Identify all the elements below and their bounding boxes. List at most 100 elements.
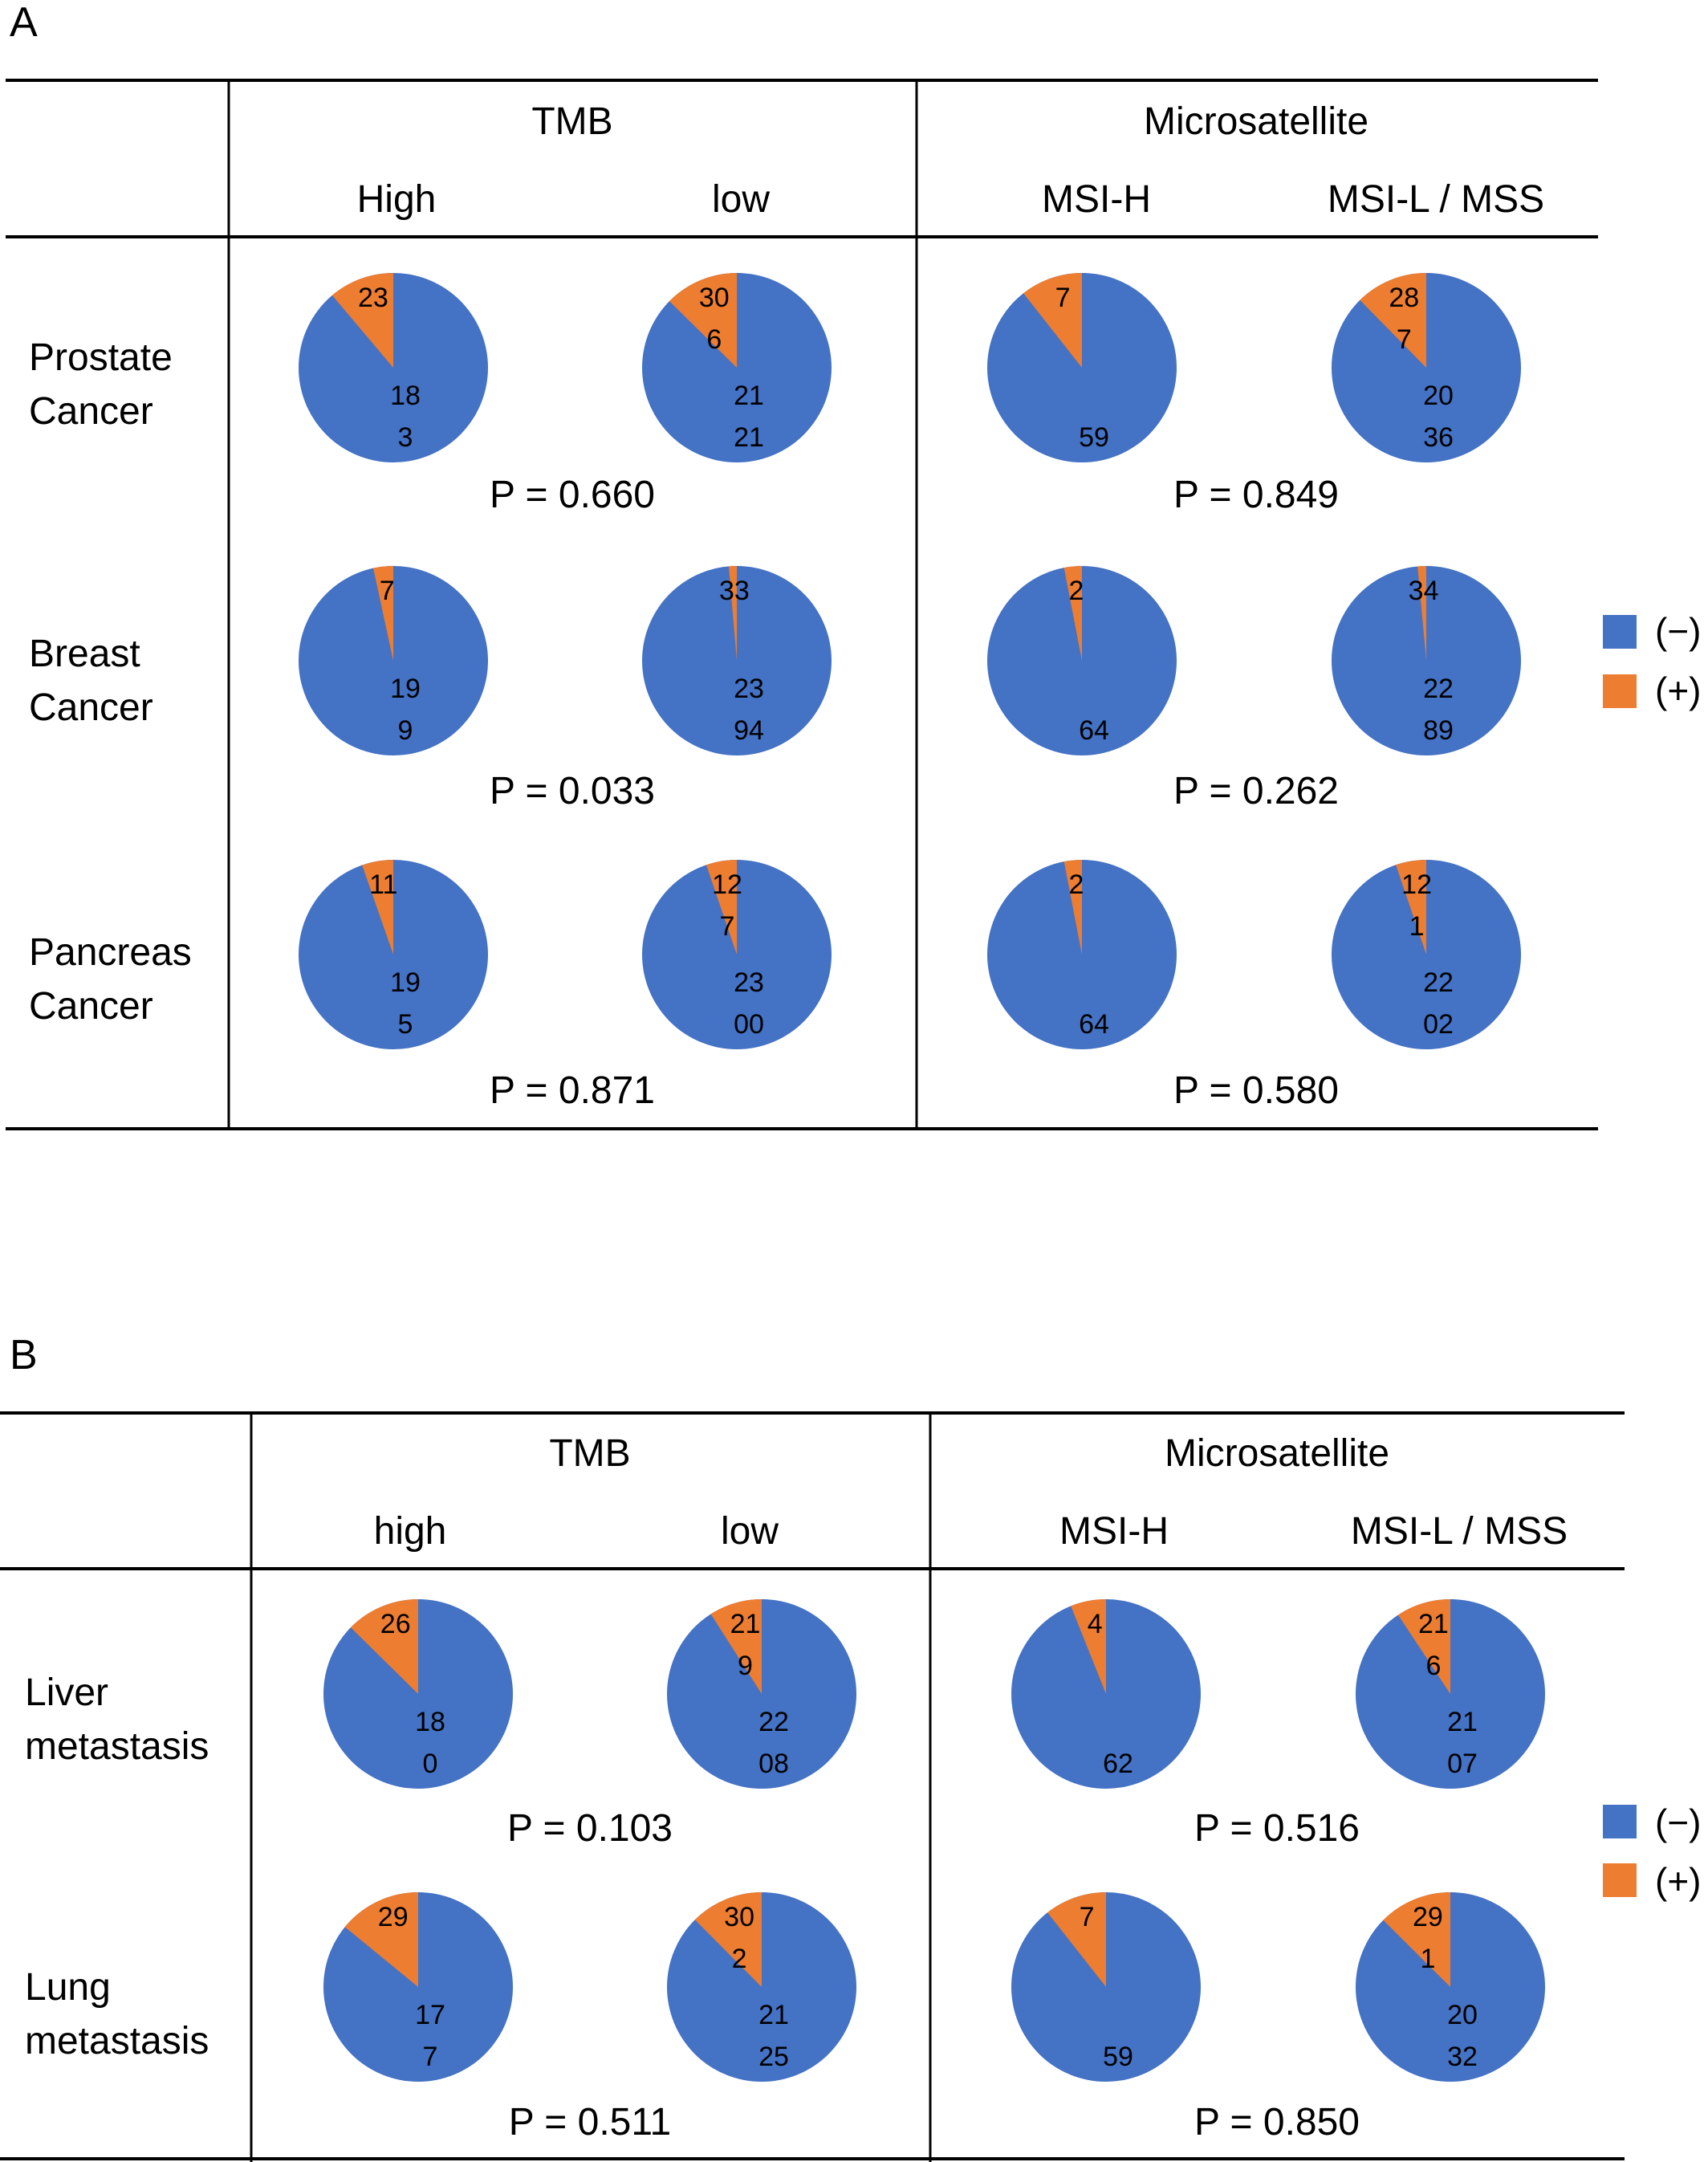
legend-swatch-positive	[1603, 1863, 1637, 1897]
row-label: Liver	[25, 1671, 108, 1714]
sub-header-tmb-low: low	[721, 1510, 779, 1553]
pie-b-lung-metastasis-low: 30 2 21 25	[667, 1892, 856, 2082]
pie-b-lung-metastasis-high: 29 17 7	[323, 1892, 513, 2082]
p-value: P = 0.660	[490, 474, 655, 516]
sub-header-tmb-low: low	[712, 178, 770, 221]
pie-label-negative: 89	[1423, 715, 1454, 746]
pie-label-positive: 9	[738, 1651, 753, 1681]
pie-label-negative: 21	[758, 2000, 789, 2030]
pie-label-negative: 9	[398, 715, 413, 746]
panel-a: A TMB Microsatellite High low MSI-H MSI-…	[6, 0, 1702, 1130]
pie-slice-positive	[669, 273, 737, 368]
group-header-tmb: TMB	[531, 100, 612, 143]
pie-label-positive: 12	[712, 869, 742, 900]
pie-label-negative: 20	[1423, 381, 1454, 411]
panel-label: B	[10, 1332, 38, 1378]
p-value: P = 0.033	[490, 770, 655, 812]
pie-a-prostate-cancer-low: 30 6 21 21	[642, 273, 832, 462]
pie-label-negative: 0	[423, 1749, 438, 1779]
pie-label-negative: 36	[1423, 422, 1454, 453]
pie-label-negative: 21	[734, 381, 764, 411]
pie-label-negative: 3	[398, 422, 413, 453]
pie-label-negative: 32	[1447, 2042, 1478, 2072]
pie-label-positive: 7	[1397, 324, 1412, 355]
pie-label-positive: 2	[1069, 869, 1084, 900]
p-value: P = 0.580	[1173, 1069, 1339, 1112]
pie-slice-positive	[1397, 1599, 1450, 1694]
pie-label-negative: 17	[415, 2000, 445, 2030]
pie-label-negative: 19	[390, 674, 421, 704]
pie-label-positive: 1	[1420, 1944, 1435, 1974]
legend-label-positive: (+)	[1655, 1860, 1702, 1902]
pie-slice-positive	[331, 272, 393, 368]
pie-label-negative: 08	[758, 1749, 789, 1779]
row-label: metastasis	[25, 1725, 209, 1768]
pie-label-positive: 21	[1418, 1609, 1449, 1639]
pie-label-negative: 64	[1079, 1009, 1109, 1040]
pie-label-negative: 19	[390, 967, 421, 998]
sub-header-msi-l-mss: MSI-L / MSS	[1351, 1510, 1568, 1553]
p-value: P = 0.849	[1173, 474, 1339, 516]
pie-a-prostate-cancer-msi-l-mss: 28 7 20 36	[1332, 273, 1521, 462]
pie-label-negative: 64	[1079, 715, 1109, 746]
pie-slice-positive	[1360, 273, 1426, 368]
pie-slice-positive	[1396, 860, 1426, 955]
pie-label-positive: 7	[720, 911, 735, 942]
pie-b-liver-metastasis-msi-h: 4 62	[1011, 1599, 1201, 1789]
pie-label-negative: 22	[758, 1707, 789, 1737]
pie-slice-positive	[344, 1892, 418, 1987]
group-header-tmb: TMB	[549, 1432, 630, 1475]
p-value: P = 0.103	[507, 1807, 673, 1850]
pie-slice-positive	[728, 566, 737, 661]
pie-label-positive: 11	[369, 869, 397, 900]
pie-a-pancreas-cancer-msi-l-mss: 12 1 22 02	[1332, 860, 1521, 1049]
pie-slice-positive	[373, 566, 393, 661]
pie-b-lung-metastasis-msi-l-mss: 29 1 20 32	[1356, 1892, 1545, 2082]
sub-header-msi-h: MSI-H	[1042, 178, 1151, 221]
pie-a-pancreas-cancer-low: 12 7 23 00	[642, 860, 832, 1049]
pie-slice-positive	[1417, 566, 1426, 661]
pie-b-lung-metastasis-msi-h: 7 59	[1011, 1892, 1201, 2082]
pie-a-breast-cancer-msi-l-mss: 34 22 89	[1332, 566, 1521, 755]
pie-label-negative: 94	[734, 715, 764, 746]
pie-a-breast-cancer-high: 7 19 9	[299, 566, 488, 755]
pie-label-positive: 34	[1409, 576, 1439, 606]
legend-label-negative: (−)	[1655, 1802, 1702, 1843]
pie-slice-positive	[710, 1599, 762, 1694]
pie-slice-positive	[1047, 1892, 1106, 1987]
pie-label-positive: 7	[1080, 1902, 1095, 1932]
pie-label-positive: 1	[1409, 911, 1425, 942]
p-value: P = 0.516	[1194, 1807, 1360, 1850]
pie-label-negative: 18	[390, 381, 421, 411]
group-header-microsatellite: Microsatellite	[1165, 1432, 1389, 1475]
pie-charts: 2318330621217592872036719933239426434228…	[299, 272, 1545, 2082]
pie-label-negative: 00	[734, 1009, 764, 1040]
pie-label-negative: 23	[734, 967, 764, 998]
pie-label-positive: 2	[1069, 576, 1084, 606]
legend: (−) (+)	[1603, 1802, 1702, 1902]
row-label: metastasis	[25, 2020, 209, 2062]
legend-swatch-positive	[1603, 674, 1637, 708]
pie-label-positive: 28	[1389, 283, 1419, 313]
pie-label-negative: 20	[1447, 2000, 1478, 2030]
p-value: P = 0.511	[509, 2101, 671, 2144]
row-label: Prostate	[29, 336, 173, 379]
legend-label-negative: (−)	[1655, 610, 1702, 652]
pie-label-positive: 12	[1401, 869, 1432, 900]
pie-label-positive: 30	[724, 1902, 754, 1932]
row-label: Cancer	[29, 390, 153, 433]
row-label: Lung	[25, 1966, 111, 2009]
pie-label-negative: 7	[423, 2042, 438, 2072]
group-header-microsatellite: Microsatellite	[1144, 100, 1368, 143]
pie-a-prostate-cancer-high: 23 18 3	[299, 272, 488, 462]
pie-label-positive: 23	[358, 283, 388, 313]
pie-label-positive: 26	[380, 1609, 411, 1639]
pie-label-positive: 30	[699, 283, 730, 313]
p-value: P = 0.850	[1194, 2101, 1360, 2144]
pie-label-negative: 5	[398, 1009, 413, 1040]
pie-label-positive: 6	[1425, 1651, 1441, 1681]
pie-label-negative: 22	[1423, 967, 1454, 998]
pie-a-pancreas-cancer-high: 11 19 5	[299, 860, 488, 1049]
